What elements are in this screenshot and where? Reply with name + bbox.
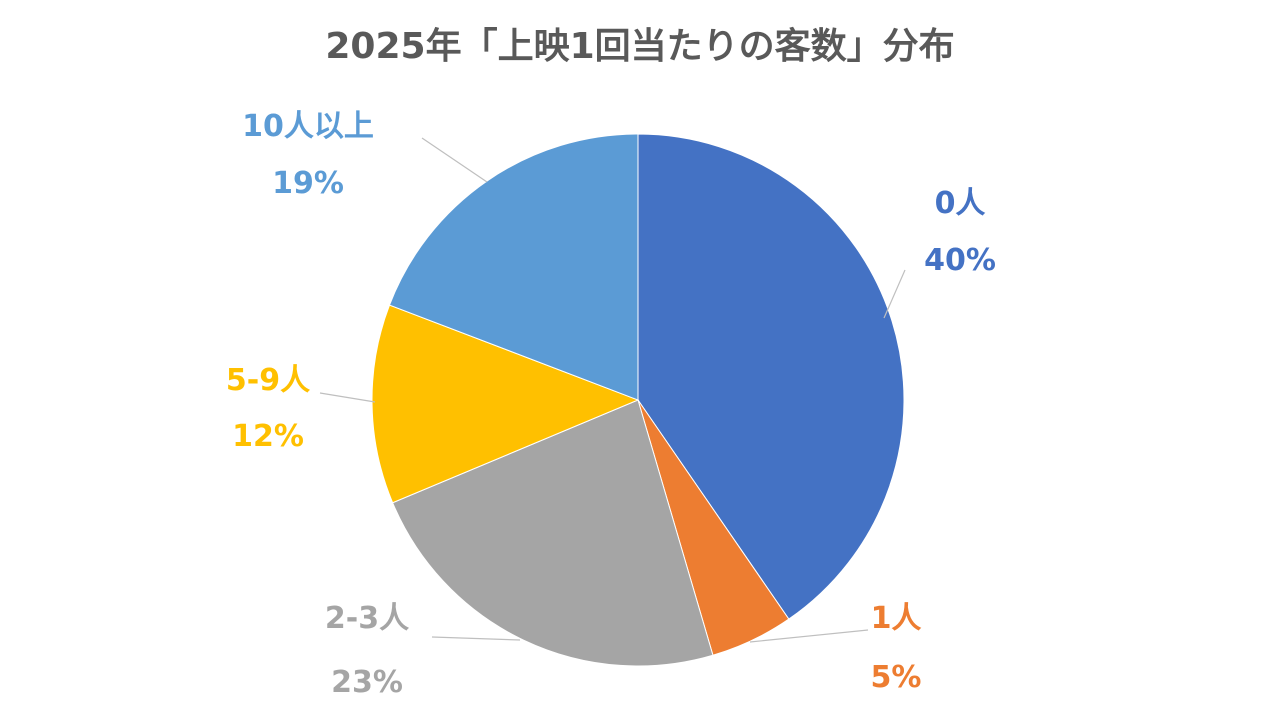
data-labels: 0人 40% 1人 5% 2-3人 23% 5-9人 12% 10人以上 19% — [226, 109, 996, 700]
percent-label-5: 19% — [272, 166, 344, 201]
leader-lines — [319, 137, 906, 643]
category-label-5: 10人以上 — [242, 109, 374, 144]
percent-label-4: 12% — [232, 419, 304, 454]
pie-slice-1 — [637, 133, 905, 620]
chart-title: 2025年「上映1回当たりの客数」分布 — [325, 26, 954, 67]
leader-line-1 — [883, 269, 906, 319]
pie-slice-3 — [391, 399, 714, 667]
leader-line-5 — [421, 137, 488, 183]
percent-label-1: 40% — [924, 243, 996, 278]
leader-line-2 — [749, 629, 869, 643]
percent-label-3: 23% — [331, 665, 403, 700]
pie-slice-4 — [371, 304, 640, 504]
category-label-1: 0人 — [935, 186, 986, 221]
leader-line-3 — [431, 636, 521, 641]
percent-label-2: 5% — [871, 660, 922, 695]
leader-line-4 — [319, 392, 376, 403]
category-label-4: 5-9人 — [226, 363, 310, 398]
category-label-3: 2-3人 — [325, 601, 409, 636]
pie-slices — [371, 133, 905, 667]
category-label-2: 1人 — [871, 601, 922, 636]
pie-slice-5 — [388, 133, 639, 401]
